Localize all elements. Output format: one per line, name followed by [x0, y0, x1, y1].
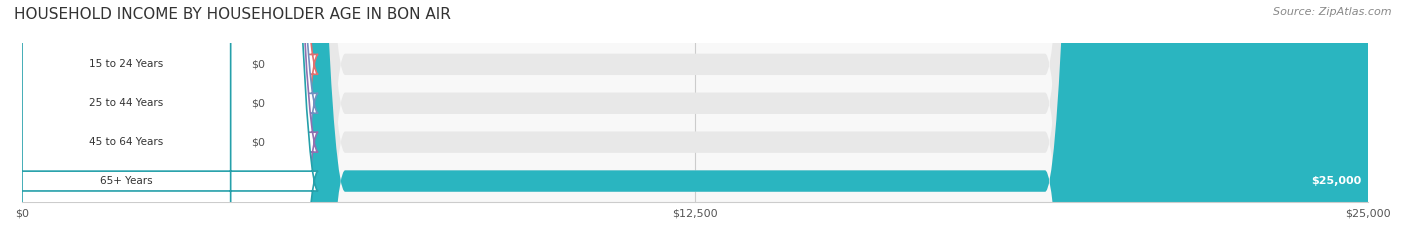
- FancyBboxPatch shape: [0, 0, 318, 233]
- Text: $25,000: $25,000: [1312, 176, 1361, 186]
- FancyBboxPatch shape: [22, 0, 1368, 233]
- FancyBboxPatch shape: [0, 0, 318, 233]
- Text: $0: $0: [250, 137, 264, 147]
- FancyBboxPatch shape: [22, 0, 1368, 233]
- FancyBboxPatch shape: [0, 0, 318, 233]
- Text: 15 to 24 Years: 15 to 24 Years: [89, 59, 163, 69]
- Text: $0: $0: [250, 59, 264, 69]
- FancyBboxPatch shape: [22, 0, 1368, 233]
- Text: 45 to 64 Years: 45 to 64 Years: [89, 137, 163, 147]
- FancyBboxPatch shape: [0, 0, 318, 233]
- Text: 65+ Years: 65+ Years: [100, 176, 153, 186]
- FancyBboxPatch shape: [22, 0, 1368, 233]
- FancyBboxPatch shape: [22, 0, 1368, 233]
- Text: 25 to 44 Years: 25 to 44 Years: [89, 98, 163, 108]
- Text: $0: $0: [250, 98, 264, 108]
- Text: HOUSEHOLD INCOME BY HOUSEHOLDER AGE IN BON AIR: HOUSEHOLD INCOME BY HOUSEHOLDER AGE IN B…: [14, 7, 451, 22]
- Text: Source: ZipAtlas.com: Source: ZipAtlas.com: [1274, 7, 1392, 17]
